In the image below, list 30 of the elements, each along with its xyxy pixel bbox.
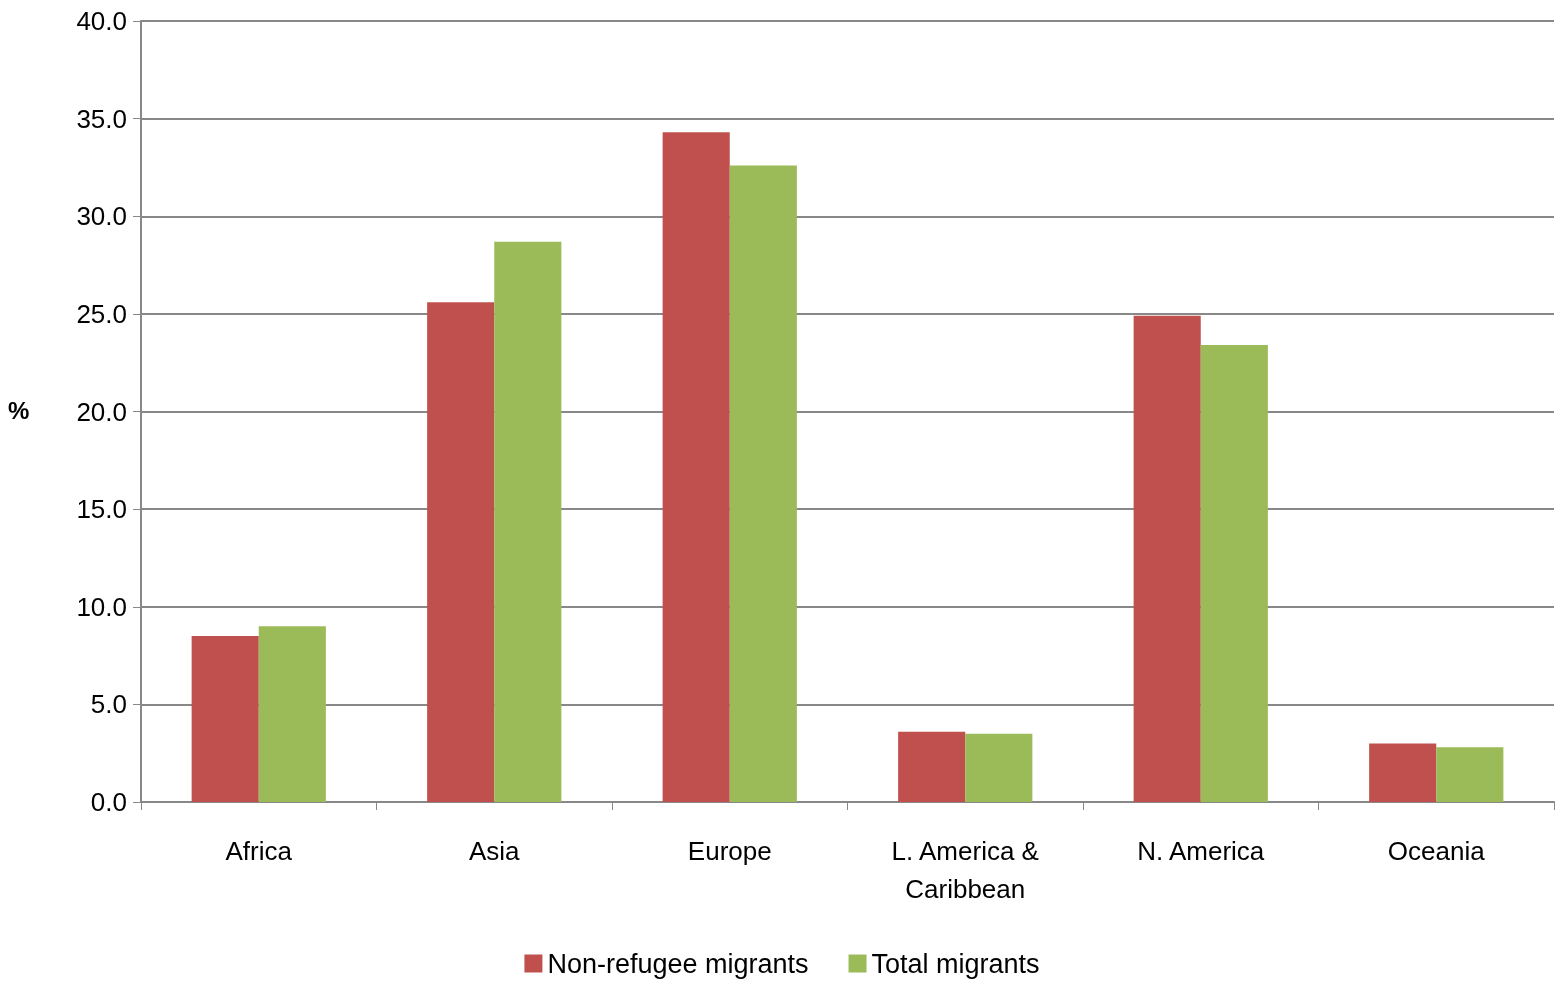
y-tick-label: 30.0 bbox=[76, 201, 127, 232]
y-tick-label: 0.0 bbox=[90, 787, 127, 817]
bar bbox=[662, 132, 730, 802]
bar bbox=[494, 241, 562, 802]
x-tick-label: Africa bbox=[225, 836, 293, 866]
bar bbox=[191, 636, 259, 802]
bar bbox=[965, 733, 1033, 802]
x-tick-label: Oceania bbox=[1387, 836, 1486, 866]
x-tick-label: Asia bbox=[468, 836, 521, 866]
bar bbox=[898, 731, 966, 802]
bar bbox=[1200, 345, 1268, 802]
bar bbox=[729, 165, 797, 802]
y-tick-label: 40.0 bbox=[76, 6, 127, 36]
y-tick-label: 20.0 bbox=[76, 396, 127, 427]
x-tick-label: N. America bbox=[1137, 836, 1265, 866]
x-tick-label: L. America & Caribbean bbox=[891, 836, 1039, 904]
legend-label: Non-refugee migrants bbox=[547, 948, 809, 979]
legend-label: Total migrants bbox=[871, 948, 1040, 979]
bar bbox=[1436, 747, 1504, 802]
y-tick-label: 35.0 bbox=[76, 103, 127, 134]
bar bbox=[1133, 315, 1201, 802]
y-tick-label: 15.0 bbox=[76, 494, 127, 525]
y-tick-label: 10.0 bbox=[76, 591, 127, 622]
bar bbox=[258, 626, 326, 802]
y-axis-title: % bbox=[8, 396, 30, 424]
y-tick-label: 5.0 bbox=[90, 689, 127, 720]
bar bbox=[1369, 743, 1437, 802]
x-tick-label: Europe bbox=[687, 836, 772, 866]
bar bbox=[427, 302, 495, 802]
y-tick-label: 25.0 bbox=[76, 298, 127, 329]
